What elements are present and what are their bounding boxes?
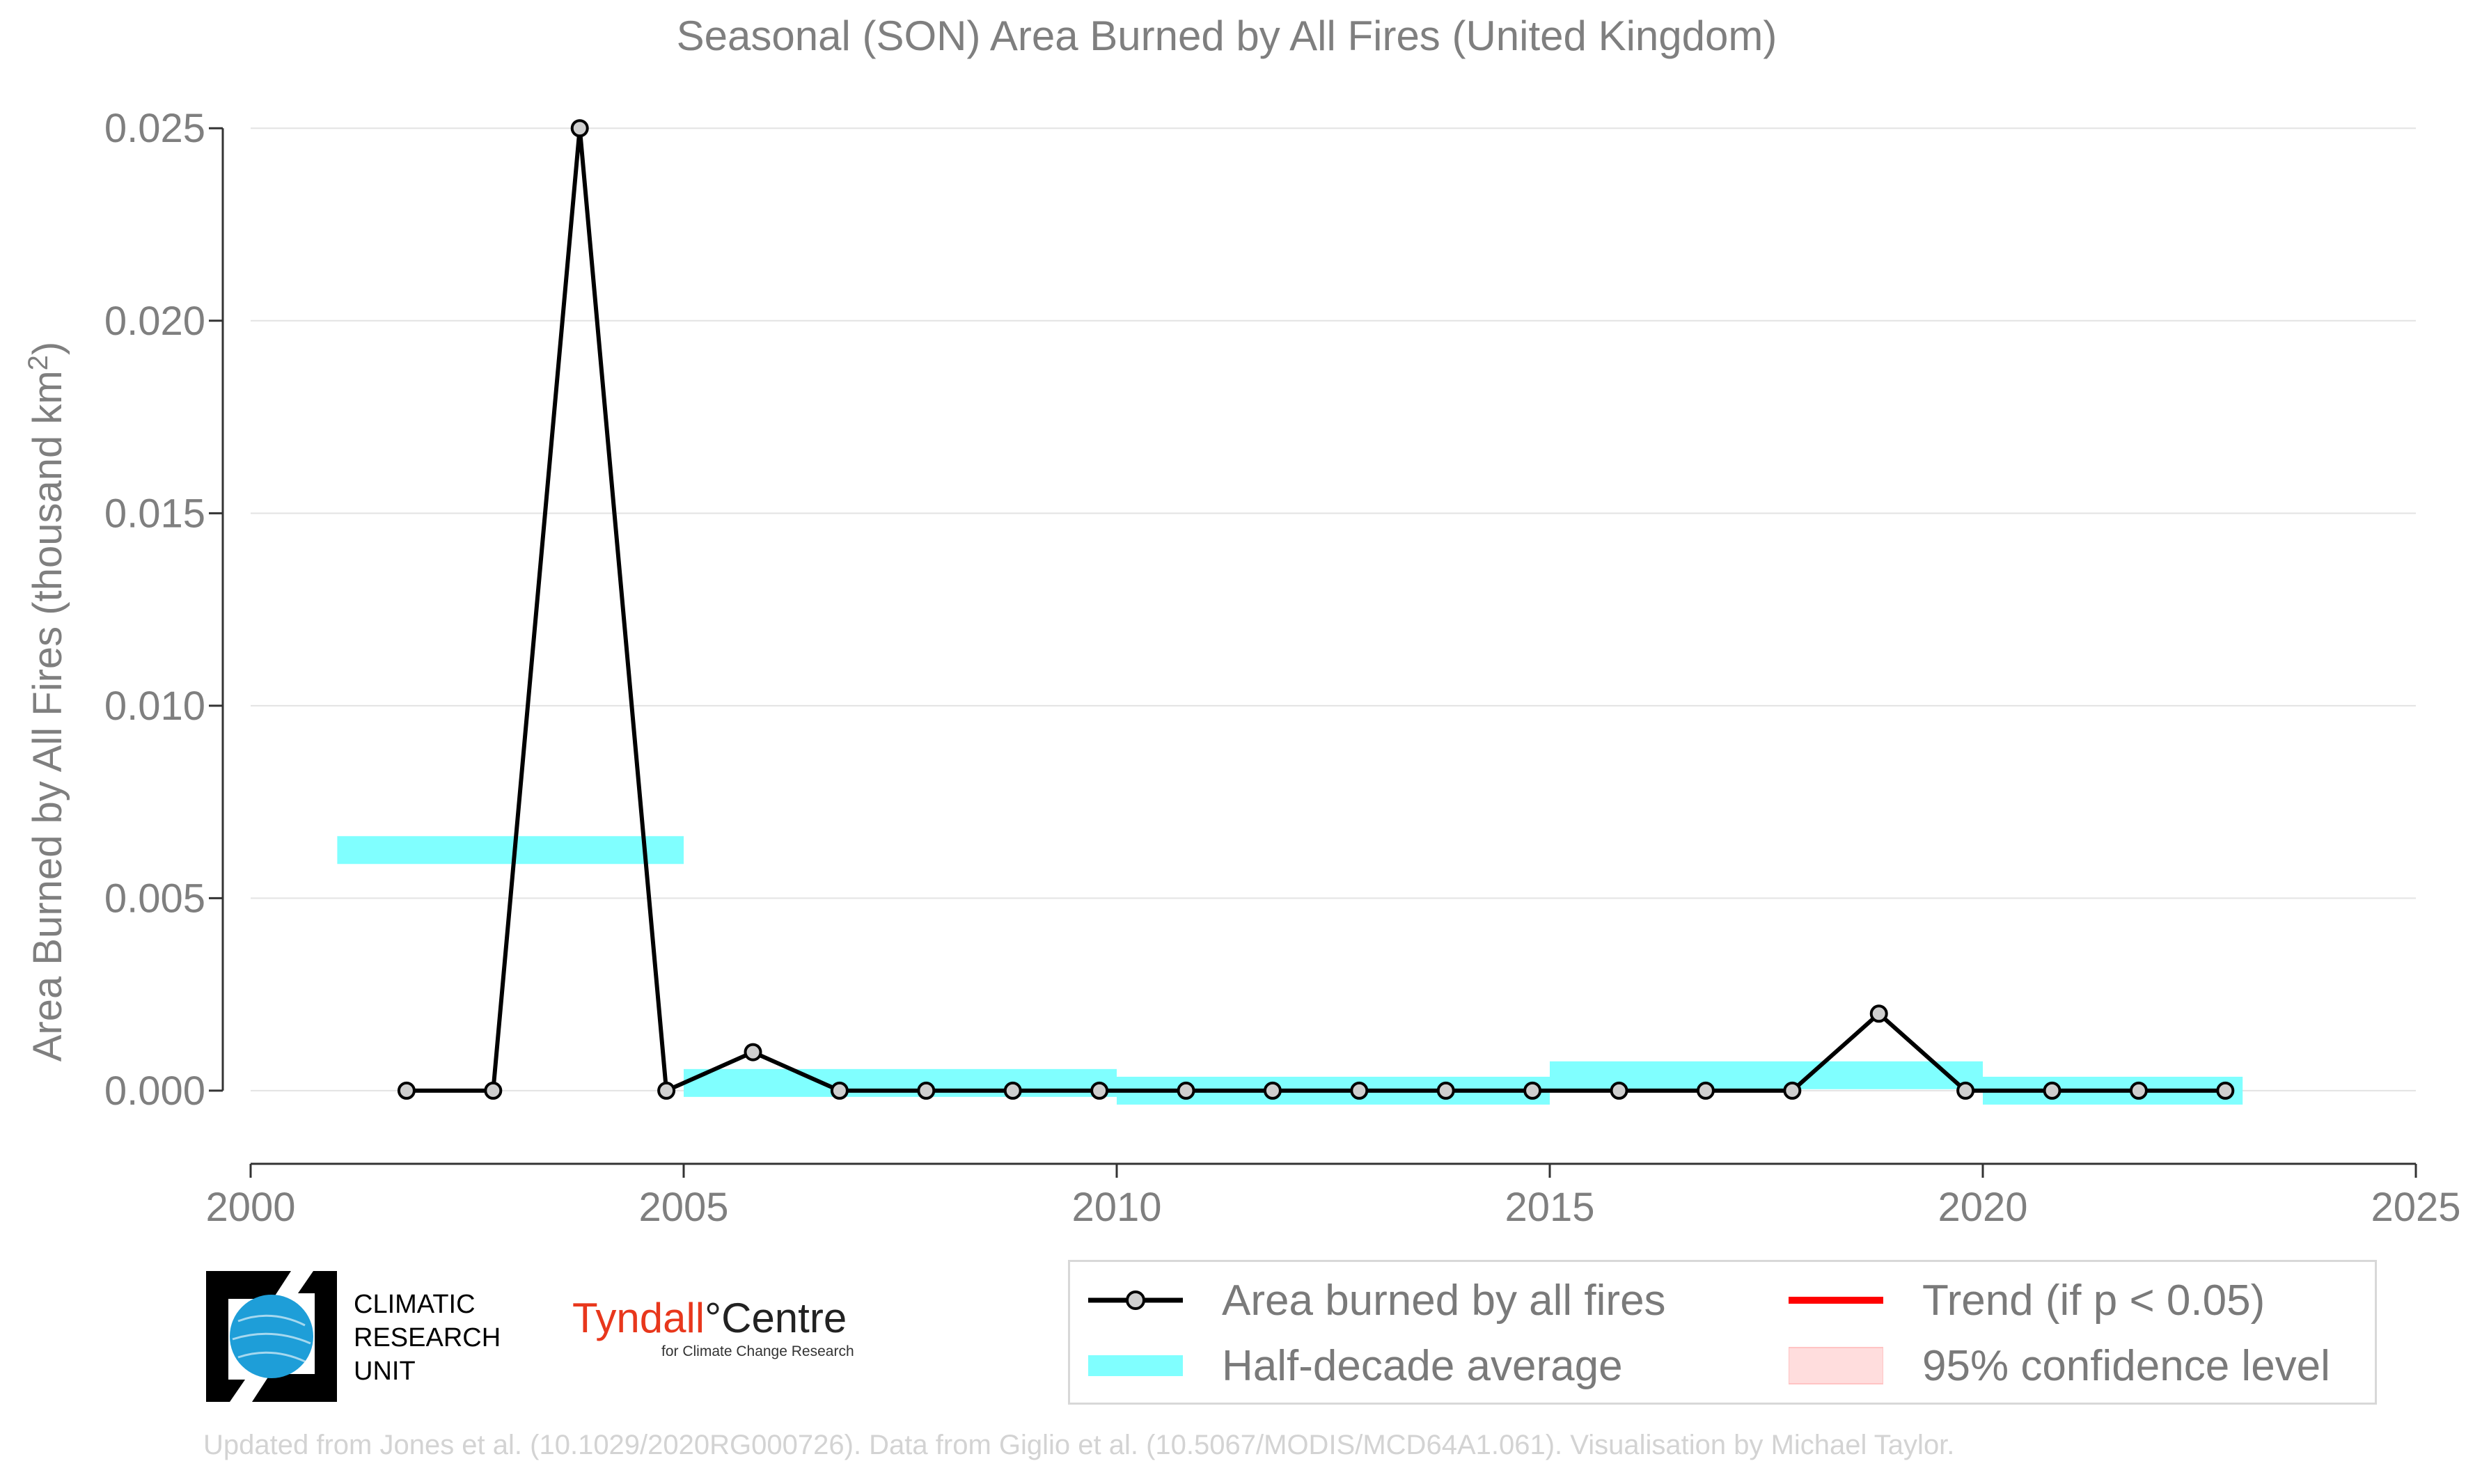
y-tick-label: 0.015 <box>104 491 205 536</box>
legend-label: Area burned by all fires <box>1222 1276 1666 1325</box>
data-point <box>2043 1081 2061 1100</box>
legend-label: Trend (if p < 0.05) <box>1922 1276 2265 1325</box>
cru-emblem <box>206 1271 337 1402</box>
x-tick-label: 2005 <box>638 1185 728 1230</box>
legend-key-line-marker <box>1088 1290 1183 1310</box>
data-point <box>917 1081 936 1100</box>
data-point <box>1090 1081 1109 1100</box>
legend-label: Half-decade average <box>1222 1341 1623 1390</box>
data-point <box>1783 1081 1802 1100</box>
data-point <box>1696 1081 1715 1100</box>
data-point <box>657 1081 676 1100</box>
data-point <box>1003 1081 1022 1100</box>
series-line <box>406 126 2226 1093</box>
cru-line-2: RESEARCH <box>354 1323 501 1352</box>
y-tick-label: 0.005 <box>104 876 205 921</box>
credit-text: Updated from Jones et al. (10.1029/2020R… <box>203 1430 1955 1460</box>
tyndall-logo: Tyndall°Centre for Climate Change Resear… <box>572 1296 879 1380</box>
axes: 0.000 0.005 0.010 0.015 0.020 0.025 2000 2005 20… <box>104 106 2461 1230</box>
x-tick-label: 2015 <box>1505 1185 1594 1230</box>
x-tick-label: 2025 <box>2371 1185 2460 1230</box>
legend-label: 95% confidence level <box>1922 1341 2330 1390</box>
series-points <box>397 119 2235 1100</box>
legend-key-red-line <box>1789 1297 1883 1304</box>
tyndall-red: Tyndall <box>572 1295 705 1341</box>
data-point <box>570 119 589 138</box>
cru-line-3: UNIT <box>354 1357 416 1386</box>
data-point <box>1350 1081 1369 1100</box>
data-point <box>1177 1081 1195 1100</box>
tyndall-degree: ° <box>705 1295 722 1341</box>
half-decade-band <box>337 836 684 865</box>
chart-title: Seasonal (SON) Area Burned by All Fires … <box>677 13 1777 59</box>
y-tick-label: 0.020 <box>104 299 205 344</box>
series-area-burned <box>406 126 2226 1093</box>
x-tick-label: 2010 <box>1071 1185 1161 1230</box>
y-tick-label: 0.010 <box>104 684 205 729</box>
data-point <box>1263 1081 1282 1100</box>
legend-item-trend: Trend (if p < 0.05) <box>1789 1276 2265 1325</box>
cru-logo: CLIMATIC RESEARCH UNIT <box>202 1267 529 1413</box>
x-tick-label: 2000 <box>205 1185 295 1230</box>
data-point <box>1956 1081 1975 1100</box>
tyndall-wordmark: Tyndall°Centre <box>572 1296 879 1341</box>
legend-item-confidence: 95% confidence level <box>1789 1341 2330 1390</box>
tyndall-centre: Centre <box>721 1295 847 1341</box>
half-decade-average-bands <box>337 836 2243 1105</box>
y-tick-label: 0.025 <box>104 106 205 151</box>
data-point <box>1523 1081 1542 1100</box>
data-point <box>1436 1081 1455 1100</box>
data-point <box>2129 1081 2148 1100</box>
cru-logo-text: CLIMATIC RESEARCH UNIT <box>354 1288 501 1388</box>
chart-legend: Area burned by all fires Trend (if p < 0… <box>1068 1260 2377 1405</box>
legend-key-cyan-band <box>1088 1355 1183 1376</box>
y-tick-label: 0.000 <box>104 1068 205 1114</box>
legend-item-area-burned: Area burned by all fires <box>1088 1276 1666 1325</box>
data-point <box>2216 1081 2235 1100</box>
data-point <box>484 1081 503 1100</box>
data-point <box>1869 1004 1888 1023</box>
data-point <box>744 1043 762 1061</box>
data-point <box>830 1081 849 1100</box>
data-point <box>1610 1081 1628 1100</box>
legend-key-pink-patch <box>1789 1347 1883 1384</box>
y-axis-label: Area Burned by All Fires (thousand km2) <box>23 342 70 1062</box>
data-point <box>397 1081 416 1100</box>
gridlines <box>251 127 2416 1091</box>
cru-line-1: CLIMATIC <box>354 1290 476 1319</box>
legend-item-half-decade: Half-decade average <box>1088 1341 1623 1390</box>
x-tick-label: 2020 <box>1938 1185 2027 1230</box>
tyndall-subtitle: for Climate Change Research <box>661 1343 854 1359</box>
